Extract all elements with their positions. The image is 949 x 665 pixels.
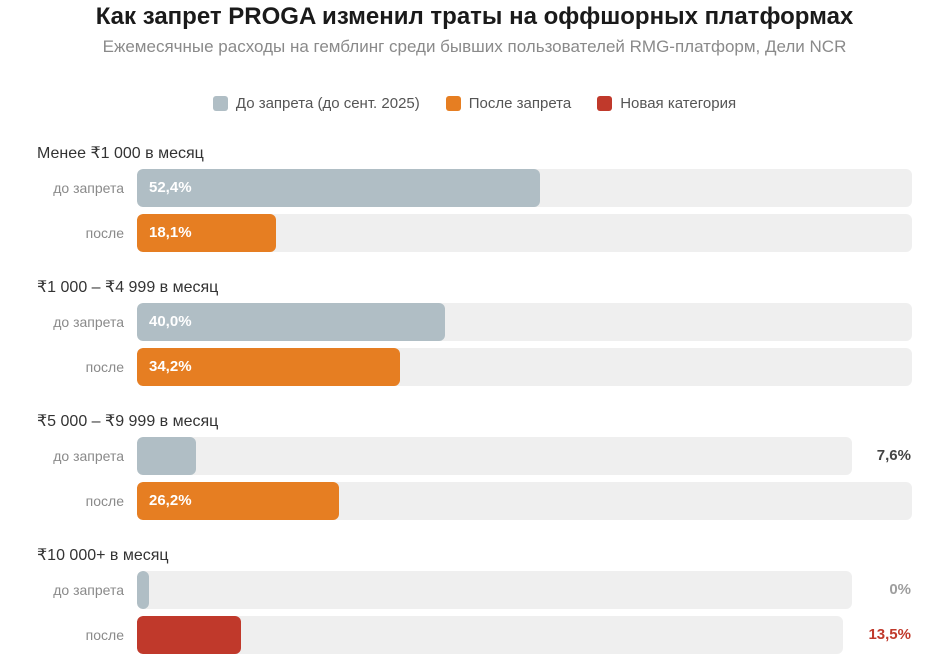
- bar-track: [137, 437, 852, 475]
- group-label: ₹10 000+ в месяц: [37, 547, 169, 564]
- legend-swatch-after: [445, 96, 461, 111]
- bar-value-label: 52,4%: [149, 179, 192, 196]
- bar: [137, 348, 401, 386]
- row-label: до запрета: [53, 314, 124, 330]
- row-label: до запрета: [53, 180, 124, 196]
- bar-track: 52,4%: [137, 169, 912, 207]
- legend-swatch-new-category: [597, 96, 613, 111]
- bar-value-label: 26,2%: [149, 492, 192, 509]
- legend-label-after: После запрета: [468, 95, 572, 112]
- bar-value-label: 40,0%: [149, 313, 192, 330]
- bar-track: 40,0%: [137, 303, 912, 341]
- bar-value-label: 34,2%: [149, 358, 192, 375]
- bar: [137, 616, 241, 654]
- legend-item-after: После запрета: [445, 95, 572, 112]
- bar-value-label: 13,5%: [868, 626, 911, 643]
- bar-track: 18,1%: [137, 214, 912, 252]
- legend: До запрета (до сент. 2025) После запрета…: [0, 95, 949, 112]
- bar-track: 34,2%: [137, 348, 912, 386]
- bar: [137, 482, 339, 520]
- chart-subtitle: Ежемесячные расходы на гемблинг среди бы…: [102, 37, 847, 56]
- legend-label-before: До запрета (до сент. 2025): [235, 95, 420, 112]
- bar-track: [137, 571, 852, 609]
- legend-swatch-before: [212, 96, 228, 111]
- bar-track: [137, 616, 843, 654]
- group-label: ₹5 000 – ₹9 999 в месяц: [37, 413, 219, 430]
- legend-label-new-category: Новая категория: [620, 95, 737, 112]
- group-label: ₹1 000 – ₹4 999 в месяц: [37, 279, 219, 296]
- bar-value-label: 18,1%: [149, 224, 192, 241]
- bar: [137, 303, 445, 341]
- row-label: после: [85, 627, 124, 643]
- bar-track: 26,2%: [137, 482, 912, 520]
- group-label: Менее ₹1 000 в месяц: [37, 145, 204, 162]
- bar-value-label: 0%: [889, 581, 911, 598]
- legend-item-before: До запрета (до сент. 2025): [212, 95, 420, 112]
- chart-title: Как запрет PROGA изменил траты на оффшор…: [95, 3, 854, 30]
- row-label: до запрета: [53, 582, 124, 598]
- bar: [137, 214, 277, 252]
- row-label: до запрета: [53, 448, 124, 464]
- bar: [137, 437, 196, 475]
- row-label: после: [85, 359, 124, 375]
- row-label: после: [85, 493, 124, 509]
- row-label: после: [85, 225, 124, 241]
- bar-value-label: 7,6%: [876, 447, 911, 464]
- legend-item-new-category: Новая категория: [597, 95, 736, 112]
- bar: [137, 571, 149, 609]
- bar: [137, 169, 541, 207]
